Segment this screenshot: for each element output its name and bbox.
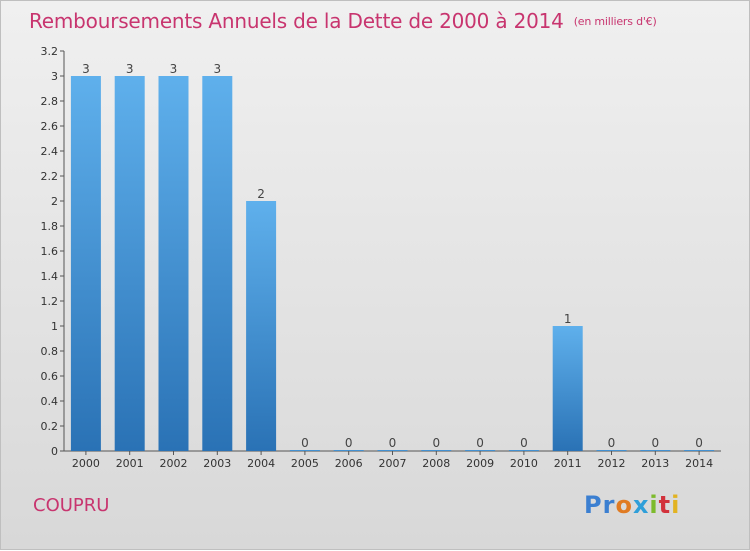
logo-letter: r bbox=[602, 491, 616, 519]
x-tick-label: 2005 bbox=[291, 457, 319, 470]
value-label: 3 bbox=[82, 62, 90, 76]
y-tick-label: 3 bbox=[51, 70, 58, 83]
y-tick-label: 1.2 bbox=[41, 295, 59, 308]
x-tick-label: 2006 bbox=[335, 457, 363, 470]
bar bbox=[508, 450, 539, 451]
x-tick-label: 2014 bbox=[685, 457, 713, 470]
logo-letter: P bbox=[584, 491, 603, 519]
chart-title: Remboursements Annuels de la Dette de 20… bbox=[29, 9, 657, 33]
value-label: 0 bbox=[345, 436, 353, 450]
bar bbox=[465, 450, 496, 451]
bar bbox=[596, 450, 627, 451]
value-label: 2 bbox=[257, 187, 265, 201]
y-tick-label: 0.4 bbox=[41, 395, 59, 408]
proxiti-logo: Proxiti bbox=[584, 491, 680, 519]
x-tick-label: 2009 bbox=[466, 457, 494, 470]
y-tick-label: 1.6 bbox=[41, 245, 59, 258]
chart-title-text: Remboursements Annuels de la Dette de 20… bbox=[29, 9, 564, 33]
x-tick-label: 2012 bbox=[598, 457, 626, 470]
y-tick-label: 3.2 bbox=[41, 45, 59, 58]
bar bbox=[684, 450, 715, 451]
bar bbox=[289, 450, 320, 451]
value-label: 0 bbox=[476, 436, 484, 450]
value-label: 0 bbox=[301, 436, 309, 450]
value-label: 0 bbox=[695, 436, 703, 450]
value-label: 1 bbox=[564, 312, 572, 326]
value-label: 3 bbox=[170, 62, 178, 76]
chart-unit: (en milliers d'€) bbox=[573, 15, 657, 28]
y-tick-label: 0.6 bbox=[41, 370, 59, 383]
x-tick-label: 2004 bbox=[247, 457, 275, 470]
y-tick-label: 2 bbox=[51, 195, 58, 208]
bar bbox=[70, 76, 101, 451]
bar bbox=[377, 450, 408, 451]
bar bbox=[114, 76, 145, 451]
logo-letter: x bbox=[632, 491, 650, 519]
x-tick-label: 2000 bbox=[72, 457, 100, 470]
bar bbox=[202, 76, 233, 451]
value-label: 0 bbox=[608, 436, 616, 450]
value-label: 0 bbox=[432, 436, 440, 450]
bar bbox=[158, 76, 189, 451]
logo-letter: i bbox=[671, 491, 681, 519]
value-label: 3 bbox=[126, 62, 134, 76]
y-tick-label: 2.6 bbox=[41, 120, 59, 133]
logo-letter: o bbox=[615, 491, 633, 519]
x-tick-label: 2011 bbox=[554, 457, 582, 470]
x-tick-label: 2008 bbox=[422, 457, 450, 470]
bar bbox=[333, 450, 364, 451]
x-tick-label: 2013 bbox=[641, 457, 669, 470]
value-label: 0 bbox=[520, 436, 528, 450]
commune-name: COUPRU bbox=[33, 495, 110, 516]
y-tick-label: 0.8 bbox=[41, 345, 59, 358]
bar bbox=[246, 201, 277, 451]
y-tick-label: 2.8 bbox=[41, 95, 59, 108]
y-tick-label: 0.2 bbox=[41, 420, 59, 433]
x-tick-label: 2003 bbox=[203, 457, 231, 470]
y-tick-label: 0 bbox=[51, 445, 58, 458]
logo-letter: i bbox=[649, 491, 659, 519]
logo-letter: t bbox=[658, 491, 672, 519]
x-tick-label: 2007 bbox=[379, 457, 407, 470]
y-tick-label: 1 bbox=[51, 320, 58, 333]
y-tick-label: 1.4 bbox=[41, 270, 59, 283]
x-tick-label: 2002 bbox=[160, 457, 188, 470]
x-tick-label: 2001 bbox=[116, 457, 144, 470]
bar bbox=[552, 326, 583, 451]
x-tick-label: 2010 bbox=[510, 457, 538, 470]
bar bbox=[421, 450, 452, 451]
value-label: 3 bbox=[213, 62, 221, 76]
value-label: 0 bbox=[389, 436, 397, 450]
y-tick-label: 2.4 bbox=[41, 145, 59, 158]
value-label: 0 bbox=[651, 436, 659, 450]
bar bbox=[640, 450, 671, 451]
y-tick-label: 1.8 bbox=[41, 220, 59, 233]
y-tick-label: 2.2 bbox=[41, 170, 59, 183]
